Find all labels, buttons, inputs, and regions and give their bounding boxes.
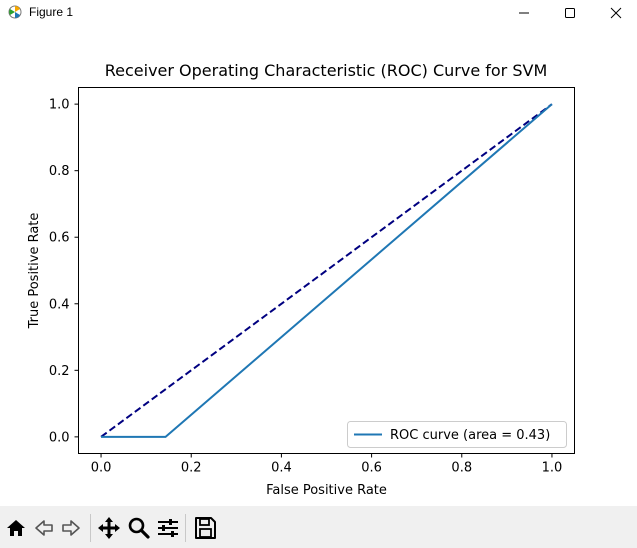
x-tick-label: 0.2 <box>181 461 202 476</box>
maximize-button[interactable] <box>547 0 593 26</box>
back-arrow-icon <box>35 520 53 536</box>
figure-canvas: Receiver Operating Characteristic (ROC) … <box>0 26 637 506</box>
x-tick-label: 1.0 <box>542 461 563 476</box>
maximize-icon <box>565 8 575 18</box>
forward-button[interactable] <box>58 515 84 541</box>
close-icon <box>610 7 622 19</box>
x-tick-label: 0.0 <box>91 461 112 476</box>
close-button[interactable] <box>593 0 637 26</box>
legend-box <box>347 421 567 448</box>
roc-curve-line <box>101 103 553 438</box>
window-title: Figure 1 <box>29 5 74 19</box>
configure-subplots-button[interactable] <box>155 515 181 541</box>
back-button[interactable] <box>31 515 57 541</box>
toolbar-separator <box>185 514 186 542</box>
x-tick-label: 0.4 <box>271 461 292 476</box>
legend-label: ROC curve (area = 0.43) <box>390 428 550 443</box>
legend: ROC curve (area = 0.43) <box>347 421 567 448</box>
chart-title: Receiver Operating Characteristic (ROC) … <box>105 61 548 80</box>
y-tick-label: 1.0 <box>49 98 70 113</box>
save-icon <box>195 517 216 539</box>
toolbar-separator <box>90 514 91 542</box>
matplotlib-app-icon <box>8 5 22 19</box>
home-button[interactable] <box>3 515 29 541</box>
y-tick-label: 0.0 <box>49 430 70 445</box>
zoom-icon <box>128 517 150 539</box>
forward-arrow-icon <box>62 520 80 536</box>
x-axis-label: False Positive Rate <box>266 483 387 498</box>
chance-diagonal-line <box>100 103 553 438</box>
x-tick-label: 0.6 <box>361 461 382 476</box>
y-axis-label: True Positive Rate <box>27 213 42 330</box>
minimize-button[interactable] <box>501 0 547 26</box>
minimize-icon <box>519 12 529 14</box>
save-button[interactable] <box>192 515 218 541</box>
pan-icon <box>98 517 120 539</box>
zoom-button[interactable] <box>126 515 152 541</box>
pan-button[interactable] <box>96 515 122 541</box>
navigation-toolbar <box>0 506 637 548</box>
y-tick-label: 0.6 <box>49 231 70 246</box>
configure-subplots-icon <box>158 519 178 537</box>
y-tick-label: 0.8 <box>49 164 70 179</box>
window-title-bar: Figure 1 <box>0 0 637 26</box>
roc-chart: Receiver Operating Characteristic (ROC) … <box>27 61 575 498</box>
y-tick-label: 0.2 <box>49 364 70 379</box>
x-tick-label: 0.8 <box>451 461 472 476</box>
y-tick-label: 0.4 <box>49 297 70 312</box>
home-icon <box>7 520 25 536</box>
